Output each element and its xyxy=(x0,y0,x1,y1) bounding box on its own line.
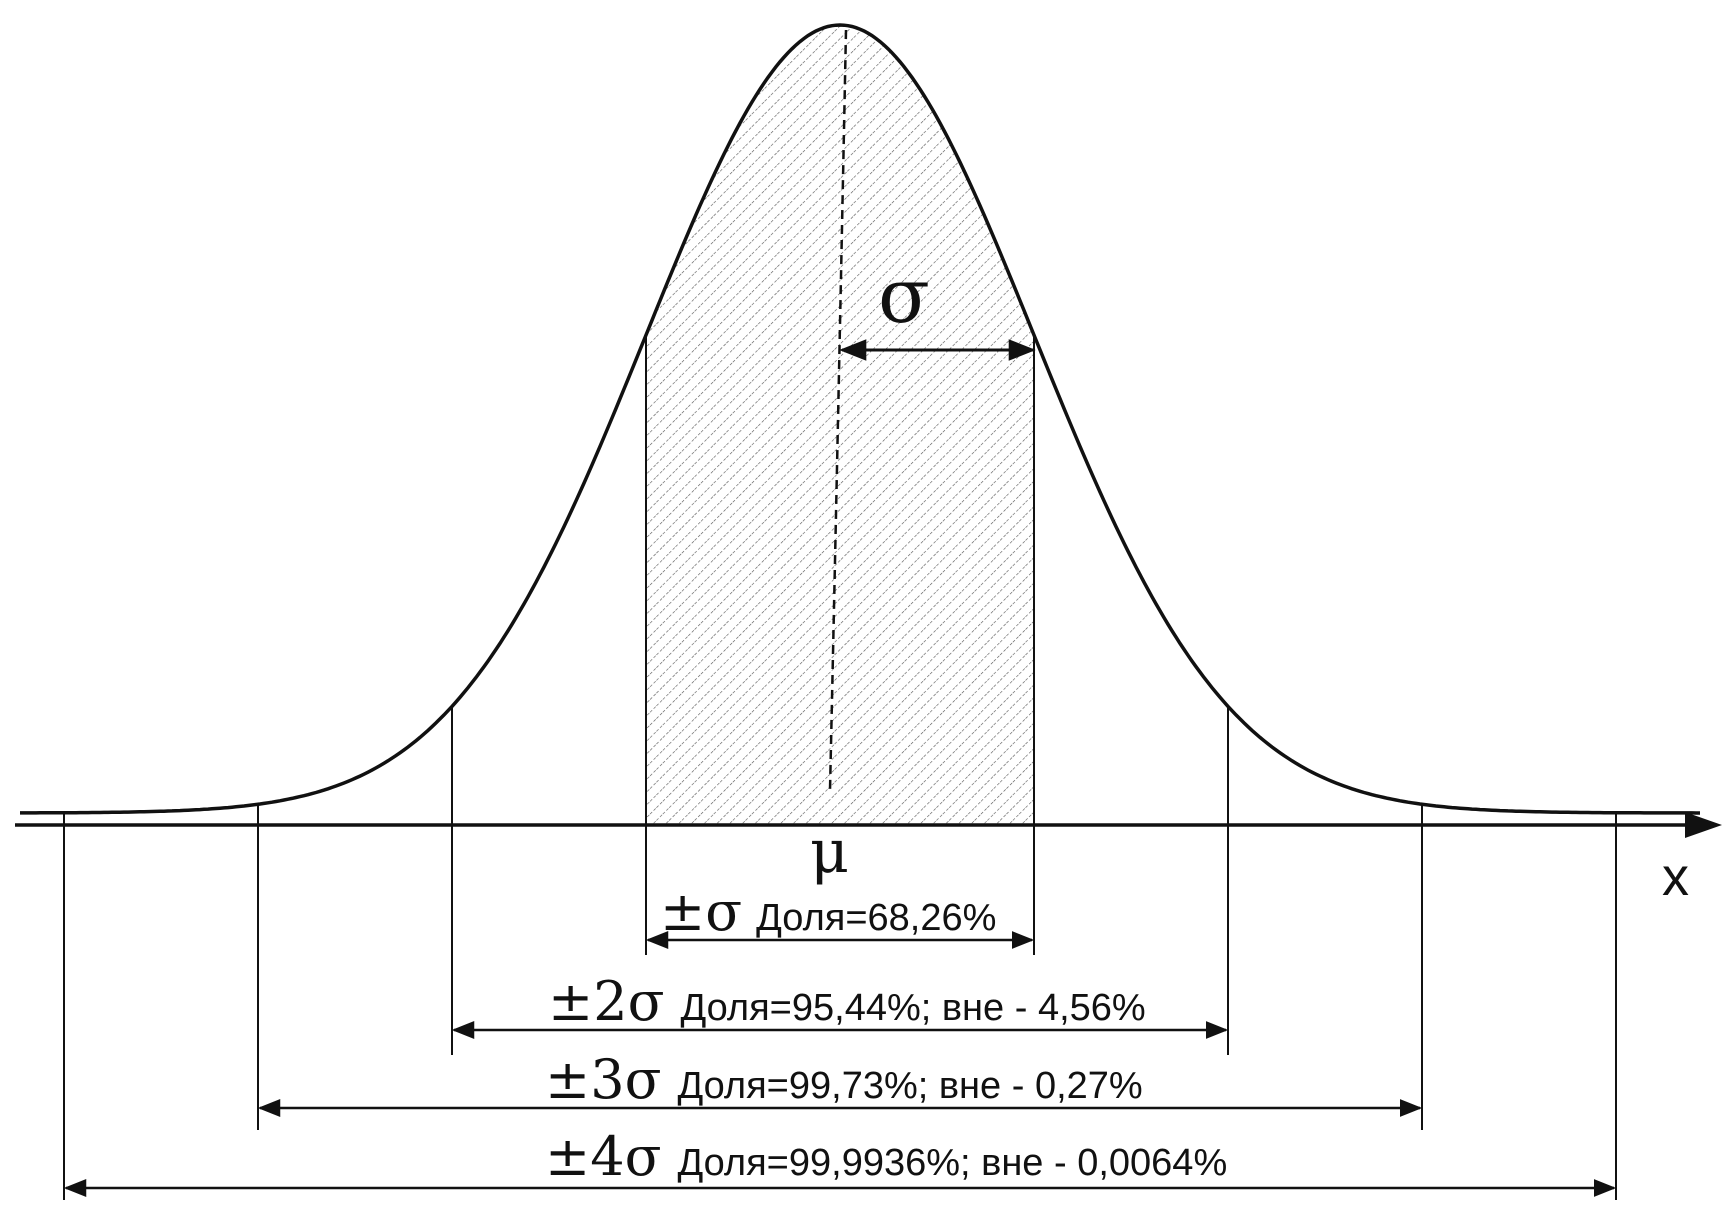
mu-label: μ xyxy=(810,817,849,887)
interval-arrows xyxy=(63,931,1617,1197)
gaussian-curve xyxy=(20,23,1700,815)
interval-boundaries xyxy=(63,335,1617,1200)
interval-1-label: ±σ Доля=68,26% xyxy=(660,880,996,943)
mean-dashed-line xyxy=(828,29,848,791)
x-axis-label: x xyxy=(1662,847,1689,907)
interval-2-label: ±2σ Доля=95,44%; вне - 4,56% xyxy=(548,970,1146,1033)
interval-4-label: ±4σ Доля=99,9936%; вне - 0,0064% xyxy=(545,1125,1227,1188)
one-sigma-shaded-area xyxy=(646,25,1034,825)
interval-3-label: ±3σ Доля=99,73%; вне - 0,27% xyxy=(545,1048,1143,1111)
x-axis-arrowhead xyxy=(1685,812,1722,838)
sigma-label: σ xyxy=(878,251,930,340)
